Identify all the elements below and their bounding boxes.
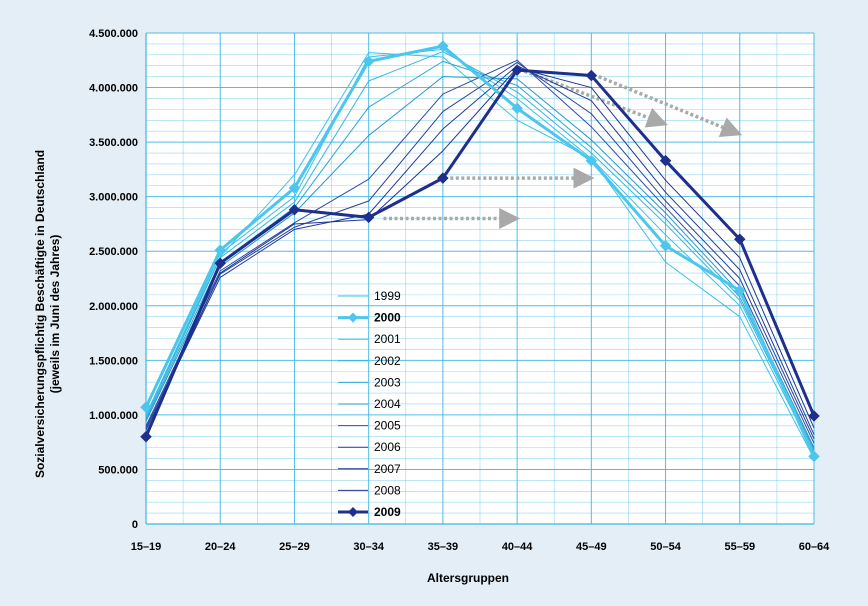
- y-tick-label: 0: [132, 519, 138, 531]
- y-tick-label: 2.000.000: [89, 301, 138, 313]
- x-tick-label: 45–49: [576, 541, 607, 553]
- y-tick-label: 2.500.000: [89, 246, 138, 258]
- y-tick-label: 3.000.000: [89, 192, 138, 204]
- y-tick-label: 3.500.000: [89, 137, 138, 149]
- series-line-2006: [145, 61, 815, 440]
- series-lines: [144, 44, 816, 459]
- x-axis-ticks: 15–19 20–24 25–29 30–34 35–39 40–44 45–49 50–54…: [131, 541, 830, 553]
- legend-label-2008: 2008: [374, 483, 401, 497]
- grid-lines: [145, 32, 815, 525]
- data-point-2009: [659, 154, 672, 167]
- data-point-2009: [362, 211, 375, 224]
- data-point-2009: [733, 233, 746, 246]
- legend-label-1999: 1999: [374, 289, 401, 303]
- x-tick-label: 35–39: [428, 541, 459, 553]
- legend-label-2005: 2005: [374, 419, 401, 433]
- series-line-2009: [144, 68, 816, 438]
- legend-label-2009: 2009: [374, 505, 401, 519]
- y-axis-label-subtitle: (jeweils im Juni des Jahres): [48, 235, 62, 394]
- legend-label-2006: 2006: [374, 440, 401, 454]
- x-tick-label: 50–54: [650, 541, 681, 553]
- series-line-2008: [145, 67, 815, 434]
- data-point-2009: [511, 64, 523, 76]
- x-tick-label: 40–44: [502, 541, 533, 553]
- data-point-2000: [437, 40, 449, 52]
- trend-arrow: [598, 75, 743, 137]
- y-tick-label: 4.000.000: [89, 83, 138, 95]
- y-tick-label: 1.000.000: [89, 410, 138, 422]
- legend-marker-2009: [348, 507, 358, 517]
- data-point-2000: [362, 55, 375, 68]
- series-line-2007: [145, 65, 815, 435]
- data-point-2000: [808, 450, 820, 463]
- data-point-2009: [214, 257, 227, 270]
- data-point-2000: [733, 284, 746, 297]
- x-tick-label: 55–59: [724, 541, 755, 553]
- y-tick-label: 4.500.000: [89, 28, 138, 40]
- legend-label-2002: 2002: [374, 354, 401, 368]
- data-point-2000: [140, 401, 152, 414]
- legend-label-2004: 2004: [374, 397, 401, 411]
- data-point-2000: [511, 102, 523, 115]
- legend-label-2000: 2000: [374, 311, 401, 325]
- x-tick-label: 20–24: [205, 541, 236, 553]
- data-point-2009: [288, 203, 301, 216]
- series-markers: [140, 40, 820, 463]
- legend-label-2003: 2003: [374, 375, 401, 389]
- y-tick-label: 500.000: [98, 464, 138, 476]
- y-tick-label: 1.500.000: [89, 355, 138, 367]
- legend: 1999 2000 2001 2002 2003 2004 2005 2006 2007 2008…: [338, 289, 401, 519]
- x-tick-label: 15–19: [131, 541, 162, 553]
- data-point-2009: [585, 69, 598, 82]
- series-line-2001: [145, 48, 815, 455]
- legend-label-2001: 2001: [374, 332, 401, 346]
- series-line-1999: [145, 52, 815, 459]
- legend-marker-2000: [348, 312, 358, 323]
- data-point-2000: [214, 244, 227, 256]
- x-tick-label: 60–64: [799, 541, 830, 553]
- x-axis-label: Altersgruppen: [427, 571, 509, 585]
- data-point-2000: [288, 182, 301, 194]
- data-point-2009: [437, 172, 449, 184]
- x-tick-label: 30–34: [353, 541, 384, 553]
- data-point-2000: [659, 239, 672, 252]
- legend-label-2007: 2007: [374, 462, 401, 476]
- data-point-2009: [140, 430, 152, 443]
- x-tick-label: 25–29: [279, 541, 310, 553]
- y-axis-label: Sozialversicherungspflichtig Beschäftigt…: [33, 150, 47, 478]
- series-line-2002: [145, 51, 815, 453]
- data-point-2009: [808, 410, 820, 422]
- series-line-2000: [144, 44, 816, 457]
- data-point-2000: [585, 154, 598, 167]
- y-axis-ticks: 0 500.000 1.000.000 1.500.000 2.000.000 2.500…: [89, 28, 138, 531]
